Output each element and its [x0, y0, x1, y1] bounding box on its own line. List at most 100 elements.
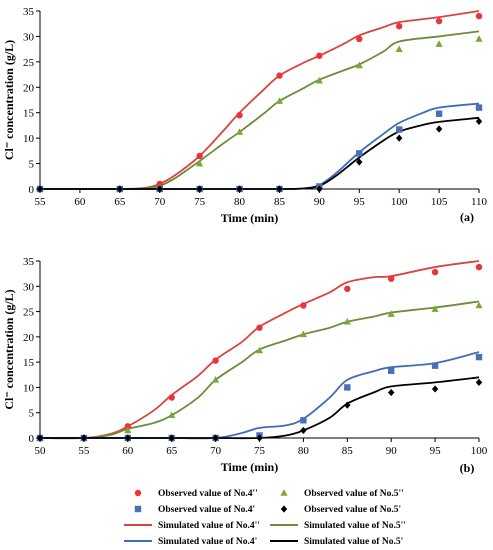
x-tick-label: 50: [35, 445, 47, 457]
observed-point: [475, 12, 483, 20]
x-tick-label: 95: [430, 445, 442, 457]
observed-point: [355, 61, 363, 69]
observed-point: [344, 285, 351, 293]
x-tick-label: 95: [354, 196, 366, 208]
legend-item: Simulated value of No.4': [124, 537, 257, 547]
y-tick-label: 5: [29, 408, 35, 420]
legend-marker: [134, 505, 142, 513]
legend-item: Simulated value of No.5': [270, 537, 403, 547]
observed-point: [236, 185, 243, 193]
observed-point: [36, 185, 44, 193]
x-tick-label: 55: [78, 445, 90, 457]
observed-point: [431, 268, 439, 276]
observed-point: [316, 185, 323, 193]
simulated-series-line: [39, 351, 480, 440]
legend: Observed value of No.4'' Observed value o…: [124, 489, 406, 547]
observed-point: [475, 353, 483, 361]
legend-label: Simulated value of No.5': [304, 537, 403, 547]
observed-point: [435, 110, 443, 117]
x-tick-label: 85: [274, 196, 286, 208]
panel-label: (b): [460, 461, 475, 475]
observed-point: [344, 384, 351, 391]
legend-marker: [134, 489, 142, 497]
observed-point: [388, 367, 395, 374]
x-tick-label: 85: [342, 445, 354, 457]
y-tick-label: 25: [23, 57, 35, 69]
observed-point: [300, 302, 307, 309]
observed-point: [356, 35, 363, 43]
x-tick-label: 100: [391, 196, 408, 208]
y-tick-label: 10: [23, 382, 35, 394]
y-tick-label: 35: [23, 6, 35, 18]
x-tick-label: 75: [194, 196, 206, 208]
x-tick-label: 90: [386, 445, 398, 457]
y-tick-label: 20: [23, 332, 35, 344]
x-tick-label: 80: [298, 445, 310, 457]
observed-point: [475, 378, 483, 386]
observed-point: [196, 152, 203, 160]
observed-point: [168, 434, 175, 442]
observed-point: [156, 185, 163, 193]
simulated-series-line: [39, 30, 480, 190]
x-tick-label: 110: [471, 196, 488, 208]
observed-point: [431, 362, 439, 369]
legend-item: Observed value of No.5': [280, 505, 401, 515]
observed-point: [256, 434, 263, 442]
observed-point: [316, 52, 323, 59]
observed-point: [256, 324, 263, 331]
observed-point: [276, 72, 283, 79]
x-tick-label: 100: [471, 445, 488, 457]
observed-point: [356, 150, 363, 157]
observed-point: [212, 357, 219, 364]
y-tick-label: 5: [29, 159, 35, 171]
observed-point: [124, 434, 131, 442]
observed-point: [435, 17, 443, 25]
y-tick-label: 30: [23, 281, 35, 293]
legend-label: Observed value of No.4'': [158, 489, 258, 499]
observed-point: [299, 330, 307, 338]
panel-label: (a): [460, 210, 474, 224]
observed-point: [315, 76, 323, 84]
observed-point: [300, 426, 307, 435]
simulated-series-line: [39, 300, 480, 440]
legend-marker: [280, 489, 288, 496]
y-axis-title: Cl⁻ concentration (g/L): [2, 40, 16, 160]
observed-point: [475, 35, 483, 42]
observed-point: [116, 185, 124, 193]
legend-label: Simulated value of No.4': [158, 537, 257, 547]
chart-a: 0 5 10 15 20 25 30 35 55 60 65 70 75 80 85 90 95 100 105 11…: [2, 6, 488, 225]
y-tick-label: 15: [23, 357, 35, 369]
observed-point: [475, 263, 483, 271]
simulated-series-line: [39, 376, 480, 440]
legend-label: Simulated value of No.5'': [304, 521, 406, 531]
legend-label: Observed value of No.4': [158, 505, 255, 515]
x-tick-label: 60: [74, 196, 86, 208]
legend-label: Simulated value of No.4'': [158, 521, 260, 531]
observed-point: [212, 376, 220, 383]
simulated-series-line: [39, 116, 480, 190]
chart-b: 0 5 10 15 20 25 30 35 50 55 60 65 70 75 80 85 90 95 100 Tim…: [2, 256, 488, 475]
x-axis-title: Time (min): [221, 211, 278, 225]
x-tick-label: 55: [35, 196, 47, 208]
x-axis-title: Time (min): [221, 460, 278, 474]
x-tick-label: 75: [254, 445, 266, 457]
observed-point: [395, 134, 403, 142]
observed-point: [36, 434, 44, 442]
observed-point: [388, 275, 395, 282]
observed-point: [212, 434, 219, 442]
legend-item: Observed value of No.4'': [134, 489, 258, 499]
y-tick-label: 25: [23, 307, 35, 319]
x-tick-label: 65: [166, 445, 178, 457]
observed-point: [124, 426, 132, 434]
simulated-series-line: [39, 10, 480, 190]
observed-point: [196, 185, 203, 193]
x-tick-label: 90: [314, 196, 326, 208]
observed-point: [196, 159, 204, 167]
observed-point: [235, 128, 244, 135]
y-tick-label: 10: [23, 133, 35, 145]
legend-item: Simulated value of No.5'': [270, 521, 406, 531]
observed-point: [168, 394, 175, 401]
y-tick-label: 0: [29, 433, 35, 445]
x-tick-label: 65: [114, 196, 126, 208]
observed-point: [344, 401, 351, 409]
